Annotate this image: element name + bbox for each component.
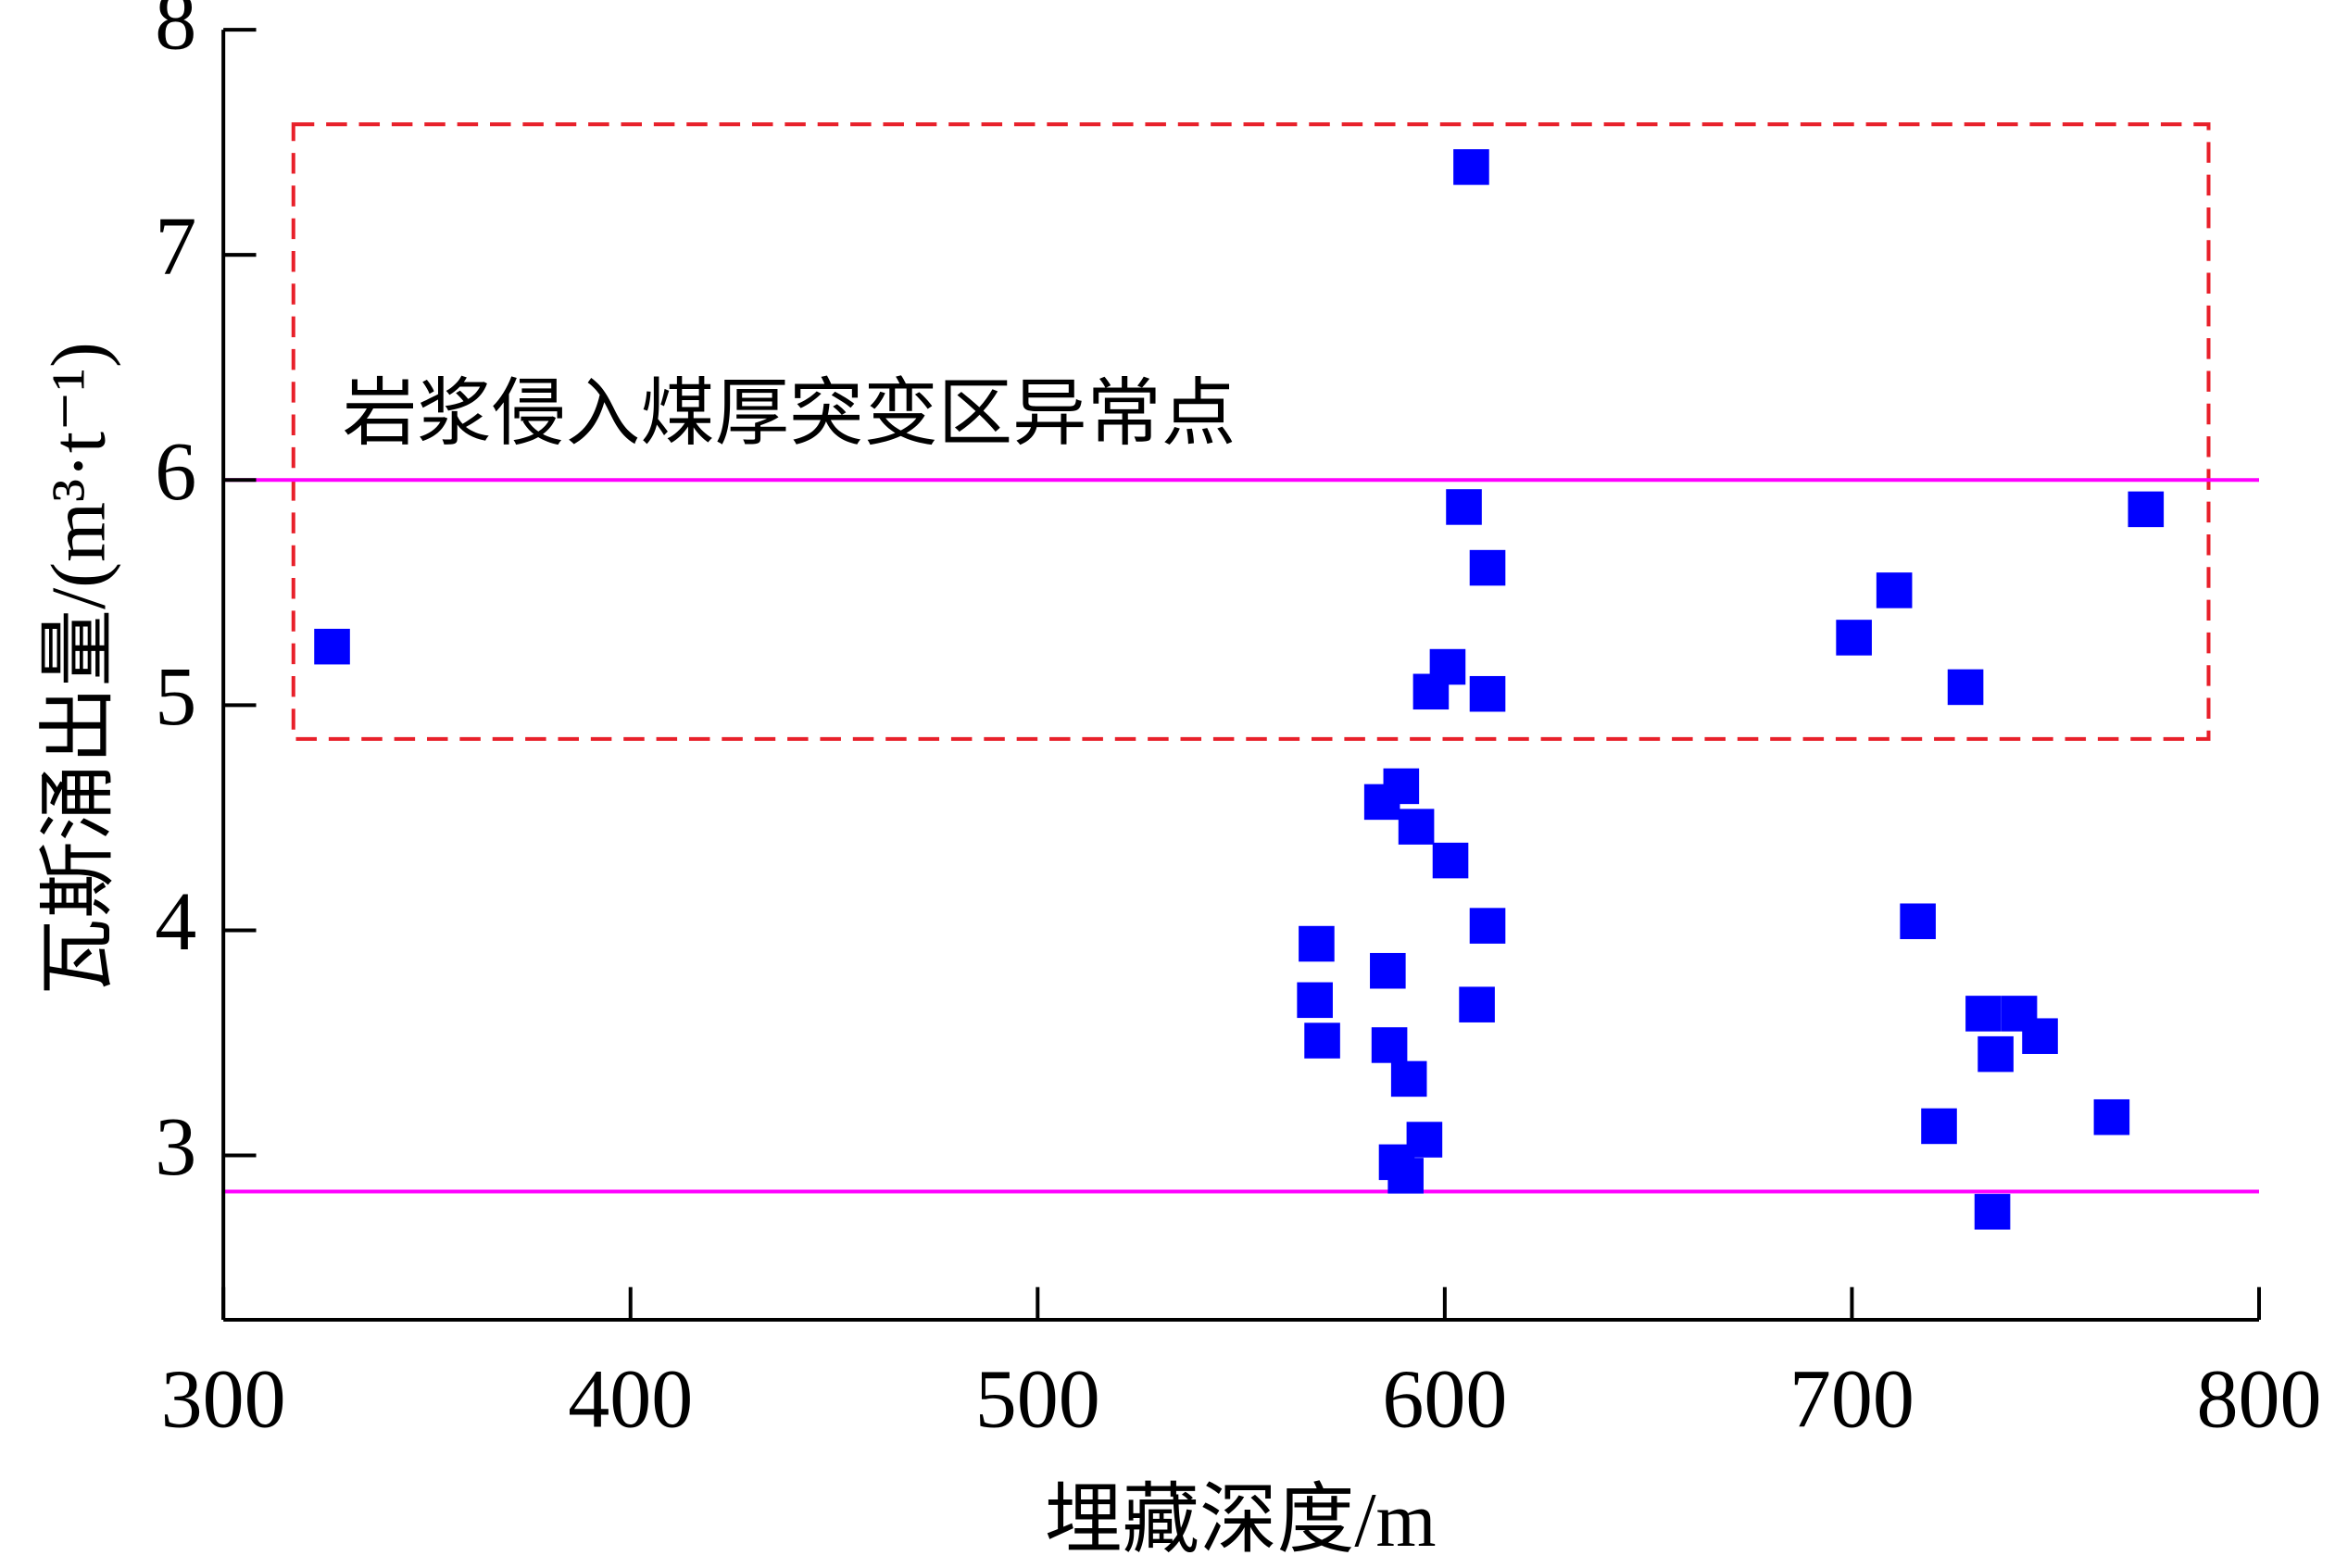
data-point <box>2093 1098 2130 1135</box>
data-point <box>1900 903 1936 939</box>
data-point <box>1297 982 1333 1019</box>
data-point <box>1432 842 1469 879</box>
data-point <box>1469 908 1506 944</box>
annotation-region <box>291 122 2211 741</box>
data-point <box>1387 1158 1424 1194</box>
data-point <box>1921 1108 1957 1145</box>
data-point <box>2128 491 2165 528</box>
data-point <box>314 628 350 665</box>
data-point <box>1453 149 1489 185</box>
x-tick-label: 400 <box>568 1354 693 1446</box>
y-tick-label: 8 <box>155 0 196 68</box>
data-point <box>1459 986 1495 1022</box>
data-point <box>1390 1060 1427 1098</box>
data-point <box>1836 620 1872 656</box>
data-point <box>1412 673 1450 710</box>
y-tick-label: 5 <box>155 651 196 743</box>
data-point <box>1299 925 1335 962</box>
x-tick-label: 800 <box>2196 1354 2321 1446</box>
y-tick-label: 3 <box>155 1101 196 1193</box>
data-point <box>1469 675 1506 712</box>
data-point <box>1370 952 1406 989</box>
data-point <box>1977 1035 2014 1073</box>
data-point <box>1876 572 1913 608</box>
data-point <box>1469 549 1506 586</box>
y-tick-label: 4 <box>155 876 196 968</box>
data-point <box>2022 1018 2058 1054</box>
y-tick-label: 7 <box>155 201 196 293</box>
x-tick-label: 500 <box>975 1354 1100 1446</box>
data-point <box>1965 996 2002 1032</box>
data-point <box>1383 768 1420 805</box>
x-tick-label: 600 <box>1382 1354 1507 1446</box>
data-point <box>1398 809 1435 845</box>
x-axis-label: 埋藏深度/m <box>1045 1478 1437 1563</box>
annotation-label: 岩浆侵入煤厚突变区异常点 <box>343 372 1236 455</box>
data-point <box>1974 1194 2011 1230</box>
y-tick-label: 6 <box>155 426 196 518</box>
x-tick-label: 700 <box>1789 1354 1914 1446</box>
y-axis-label: 瓦斯涌出量/(m³·t⁻¹) <box>36 342 121 996</box>
data-point <box>1304 1022 1340 1059</box>
data-point <box>1947 669 1984 706</box>
data-point <box>1371 1027 1408 1063</box>
data-point <box>1446 489 1482 525</box>
x-tick-label: 300 <box>161 1354 286 1446</box>
